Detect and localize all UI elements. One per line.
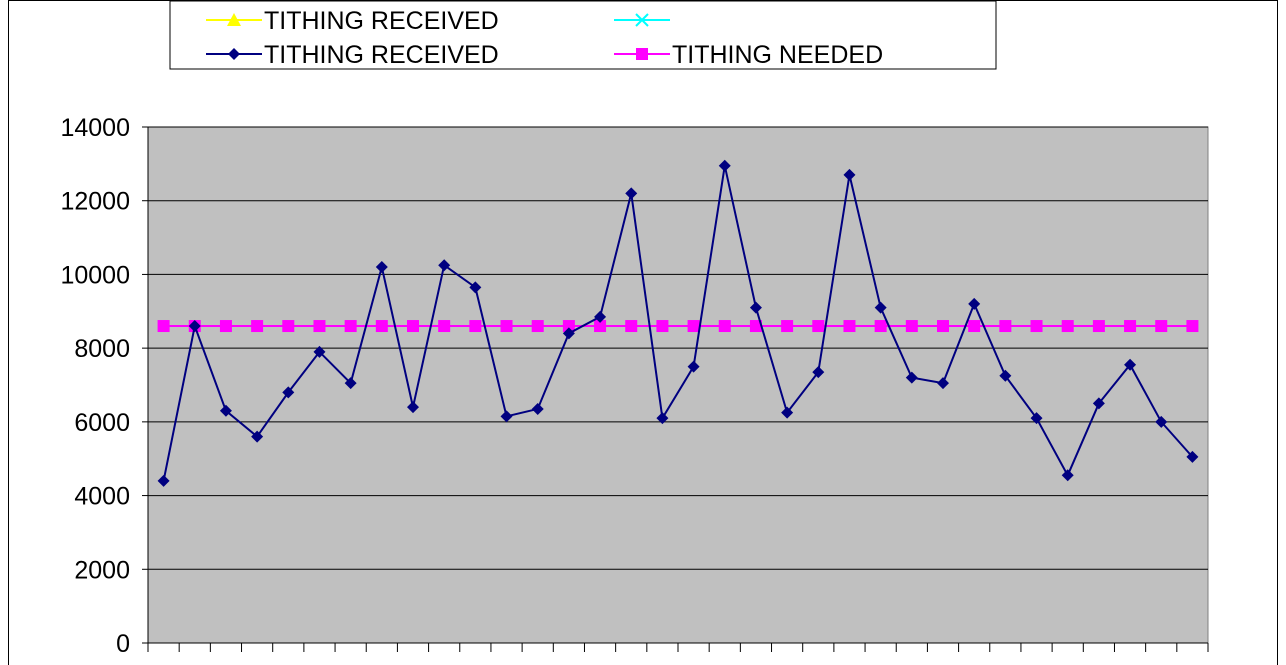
data-point [469,320,482,333]
data-point [1186,320,1199,333]
data-point [1030,320,1043,333]
data-point [344,377,357,390]
y-tick-label: 14000 [60,114,130,142]
data-point [531,320,544,333]
y-tick-label: 6000 [74,409,130,437]
x-axis [147,642,1209,652]
data-point [968,320,981,333]
legend-label: TITHING RECEIVED [264,41,499,69]
data-point [718,320,731,333]
plot-area [147,126,1209,644]
data-point [999,369,1012,382]
legend-label: TITHING NEEDED [672,41,883,69]
data-point [562,327,575,340]
data-point [937,320,949,333]
data-point [687,320,700,333]
data-point [968,297,981,310]
data-point [781,320,794,333]
data-point [375,261,388,274]
legend-entry: TITHING NEEDED [614,41,883,69]
data-point [625,187,638,200]
data-point [718,159,731,172]
data-point [219,320,232,333]
data-point [594,310,607,323]
legend-label: TITHING RECEIVED [264,7,499,35]
series-2 [157,159,1199,487]
data-point [562,320,575,333]
data-point [625,320,638,333]
y-tick-label: 12000 [60,188,130,216]
data-point [407,320,419,333]
data-point [469,281,482,294]
data-point [344,320,357,333]
data-point [251,320,264,333]
data-point [188,320,201,333]
data-point [812,320,825,333]
data-point [781,406,794,419]
data-point [656,320,669,333]
data-point [375,320,388,333]
y-tick-label: 8000 [74,335,130,363]
data-point [1124,358,1137,371]
data-point [905,371,918,384]
data-point [749,320,762,333]
data-point [656,412,669,425]
data-point [905,320,918,333]
data-point [438,259,451,272]
data-point [531,402,544,415]
data-point [843,168,856,181]
legend-marker [636,48,648,60]
data-point [874,320,887,333]
data-point [219,404,232,417]
data-point [1155,415,1168,428]
series-line [162,165,1194,482]
data-point [937,377,949,390]
data-point [999,320,1012,333]
data-point [313,320,326,333]
legend-marker [635,13,649,27]
data-point [594,320,607,333]
data-point [438,320,451,333]
data-point [313,345,326,358]
data-point [1092,320,1105,333]
legend-marker [227,13,241,26]
y-tick-label: 2000 [74,556,130,584]
data-point [812,366,825,379]
legend-entry: TITHING RECEIVED [206,7,499,35]
legend: TITHING RECEIVED TITHING RECEIVED TITHING … [169,0,997,70]
legend-box [169,0,997,70]
data-point [282,386,295,399]
y-tick-label: 0 [116,630,130,658]
plot-background [147,126,1209,644]
legend-entry: TITHING RECEIVED [206,41,499,69]
y-tick-label: 4000 [74,483,130,511]
series-3 [157,320,1199,333]
data-point [282,320,295,333]
data-point [1155,320,1168,333]
data-point [687,360,700,373]
data-point [749,301,762,314]
data-point [1124,320,1137,333]
y-tick-label: 10000 [60,261,130,289]
data-point [157,474,170,487]
data-point [1061,469,1074,482]
data-point [251,430,264,443]
legend-marker [228,48,240,60]
data-point [1061,320,1074,333]
data-point [407,401,419,414]
data-point [1030,412,1043,425]
data-point [157,320,170,333]
data-point [1092,397,1105,410]
legend-entry [614,13,670,27]
data-point [500,410,513,423]
series-layer [157,159,1199,487]
data-point [500,320,513,333]
y-axis: 0 2000 4000 6000 8000 10000 12000 14000 [60,114,149,658]
data-point [843,320,856,333]
data-point [1186,450,1199,463]
data-point [874,301,887,314]
